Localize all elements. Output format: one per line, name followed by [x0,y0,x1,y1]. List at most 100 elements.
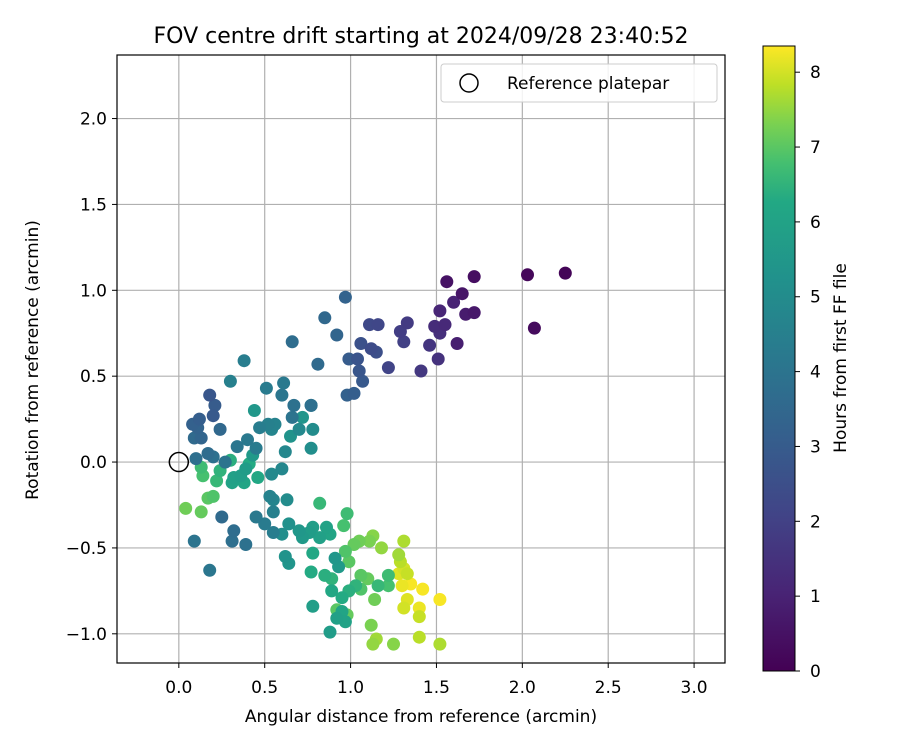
data-point [249,510,263,524]
colorbar: 0 1 2 3 4 5 6 7 8 Hours from first FF file [762,45,851,682]
colorbar-label: Hours from first FF file [831,263,851,453]
data-point [387,637,400,651]
data-point [230,440,244,454]
data-point [251,471,265,484]
colorbar-tick-label: 8 [810,63,821,83]
data-point [342,555,356,569]
data-point [227,524,241,538]
data-point [433,304,447,318]
data-point [338,290,352,304]
colorbar-gradient [762,45,796,672]
x-tick-label: 1.0 [337,678,364,698]
data-point [392,548,406,562]
data-point [381,579,395,593]
data-point [253,421,267,435]
data-point [558,266,572,280]
data-point [241,433,254,447]
data-point [218,455,232,469]
data-point [397,534,411,548]
reference-platepar-marker [168,451,190,473]
legend-reference-marker [459,73,479,93]
data-point [364,342,378,356]
data-point [304,441,318,455]
data-point [277,376,291,390]
data-point [285,335,299,349]
data-point [433,593,447,606]
data-point [201,447,215,460]
data-point [278,445,292,459]
colorbar-tick-label: 2 [810,512,821,532]
data-point [397,335,411,349]
data-point [266,526,280,539]
x-tick-label: 3.0 [681,678,708,698]
data-point [263,489,277,503]
data-point [318,311,332,325]
data-point [187,534,201,548]
data-point [203,388,217,402]
data-point [225,534,239,548]
colorbar-tick-label: 7 [810,138,821,158]
data-point [347,386,361,400]
data-point [356,374,370,388]
y-tick-label: 0.5 [80,367,107,387]
data-point [194,505,208,519]
colorbar-tick-label: 4 [810,363,821,383]
data-point [368,593,382,606]
data-point [354,337,368,350]
data-point [266,505,280,519]
plot-frame [116,54,726,664]
data-point [412,610,426,624]
data-point [400,567,414,581]
data-point [206,409,220,423]
data-point [320,520,333,534]
data-point [239,538,253,551]
data-point [323,625,337,639]
data-point [275,462,289,476]
data-point [440,275,454,289]
colorbar-tick-label: 3 [810,437,821,457]
y-tick-label: 0.0 [80,453,107,473]
data-point [265,467,279,481]
x-tick-label: 2.5 [595,678,622,698]
y-tick-label: 1.5 [80,195,107,215]
data-point [292,422,306,436]
data-point [237,354,251,368]
data-point [337,519,351,533]
data-point [340,507,354,521]
data-point [194,431,208,445]
data-point [249,441,263,455]
scatter-points [179,266,572,651]
colorbar-tick-label: 0 [810,662,821,682]
legend-entry-reference-platepar: Reference platepar [507,74,669,94]
y-axis-label: Rotation from reference (arcmin) [23,220,43,500]
data-point [296,410,309,424]
data-point [313,496,327,510]
data-point [239,462,253,476]
data-point [467,306,481,320]
grid [117,55,725,663]
data-point [210,474,224,488]
chart-title: FOV centre drift starting at 2024/09/28 … [154,24,689,49]
data-point [304,565,318,579]
data-point [275,388,289,402]
axes: 0.0 0.5 1.0 1.5 2.0 2.5 3.0 −1.0 −0.5 0.0 0.5 1.0 1.… [66,54,726,698]
data-point [215,510,229,524]
data-point [397,601,411,615]
data-point [363,534,376,548]
data-point [412,630,426,644]
data-point [351,352,364,366]
data-point [189,452,203,466]
x-tick-label: 0.5 [251,678,278,698]
data-point [381,568,395,582]
data-point [431,352,445,366]
data-point [335,591,349,605]
data-point [282,517,296,531]
data-point [467,270,481,284]
data-point [278,550,292,563]
data-point [280,493,294,507]
data-point [352,364,366,378]
data-point [455,287,469,301]
data-point [375,541,388,555]
colorbar-ticks: 0 1 2 3 4 5 6 7 8 [795,63,821,682]
x-axis-label: Angular distance from reference (arcmin) [245,707,597,727]
